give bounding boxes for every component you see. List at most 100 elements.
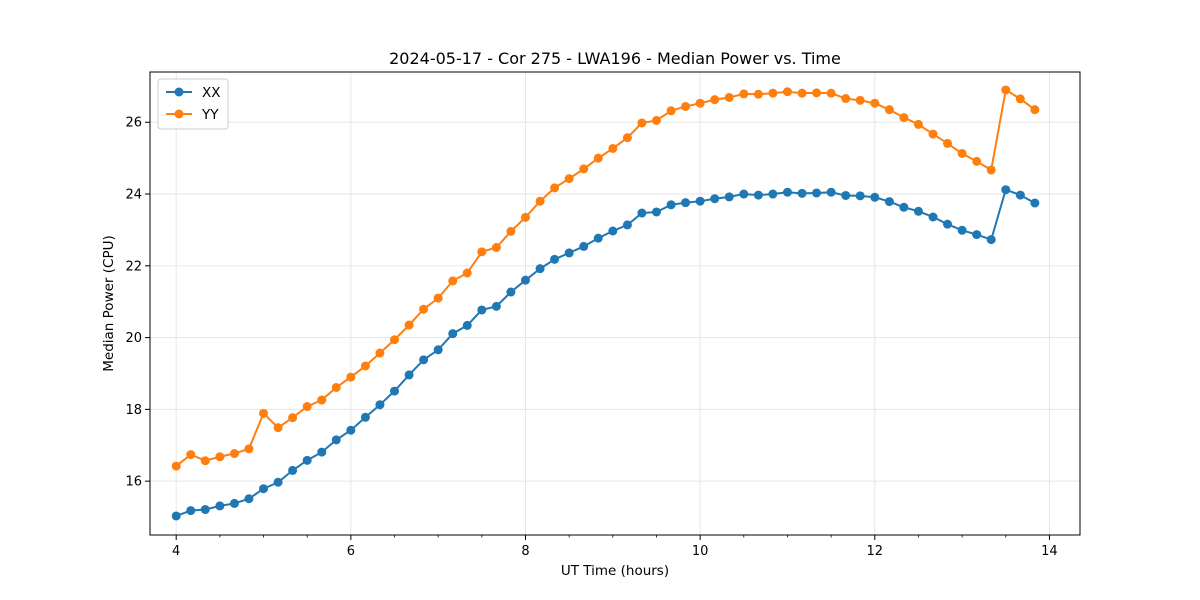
data-point-xx	[259, 484, 269, 494]
data-point-xx	[419, 355, 429, 365]
data-point-xx	[331, 435, 341, 445]
data-point-xx	[375, 400, 385, 410]
data-point-yy	[229, 449, 239, 459]
data-point-yy	[579, 164, 589, 174]
data-point-yy	[913, 119, 923, 129]
data-point-yy	[302, 402, 312, 412]
data-point-xx	[273, 477, 283, 487]
data-point-xx	[972, 230, 982, 240]
chart-title: 2024-05-17 - Cor 275 - LWA196 - Median P…	[389, 49, 841, 68]
data-point-xx	[390, 386, 400, 396]
data-point-yy	[608, 143, 618, 153]
data-point-xx	[448, 329, 458, 339]
data-point-yy	[433, 293, 443, 303]
data-point-xx	[1001, 185, 1011, 195]
data-point-xx	[360, 412, 370, 422]
data-point-xx	[462, 320, 472, 330]
data-point-yy	[666, 106, 676, 116]
legend: XX YY	[157, 78, 229, 130]
data-point-xx	[768, 189, 778, 199]
data-point-yy	[782, 87, 792, 97]
data-point-xx	[724, 192, 734, 202]
data-point-yy	[244, 444, 254, 454]
data-point-yy	[710, 95, 720, 105]
legend-marker-xx	[174, 87, 184, 97]
data-point-yy	[419, 304, 429, 314]
data-point-yy	[593, 153, 603, 163]
data-point-yy	[884, 105, 894, 115]
data-point-xx	[186, 506, 196, 516]
data-point-yy	[448, 276, 458, 286]
data-point-yy	[826, 88, 836, 98]
plot-frame	[149, 71, 1081, 536]
data-point-yy	[317, 395, 327, 405]
data-point-xx	[928, 212, 938, 222]
axis-ticks: 4 6 8 10 12 14 16 18 20 22 24 26	[125, 116, 1057, 559]
y-tick-label: 18	[125, 403, 142, 418]
data-point-xx	[695, 196, 705, 206]
data-point-xx	[681, 198, 691, 208]
data-point-yy	[651, 115, 661, 125]
data-point-yy	[928, 129, 938, 139]
data-point-xx	[622, 220, 632, 230]
legend-marker-yy	[174, 109, 184, 119]
y-tick-label: 16	[125, 475, 142, 490]
data-point-yy	[1015, 94, 1025, 104]
data-point-xx	[550, 254, 560, 264]
data-point-xx	[288, 465, 298, 475]
data-point-xx	[433, 345, 443, 355]
data-point-yy	[535, 196, 545, 206]
data-point-xx	[986, 235, 996, 245]
data-point-yy	[943, 138, 953, 148]
data-point-xx	[215, 501, 225, 511]
data-point-xx	[491, 301, 501, 311]
data-point-yy	[739, 89, 749, 99]
data-point-yy	[564, 174, 574, 184]
legend-label-xx: XX	[202, 85, 221, 101]
data-point-xx	[782, 187, 792, 197]
data-point-yy	[215, 452, 225, 462]
data-point-xx	[710, 194, 720, 204]
data-point-yy	[550, 183, 560, 193]
data-point-xx	[753, 190, 763, 200]
data-point-yy	[390, 335, 400, 345]
data-point-yy	[462, 268, 472, 278]
x-tick-label: 8	[521, 544, 529, 559]
y-tick-label: 26	[125, 116, 142, 131]
data-point-xx	[1015, 190, 1025, 200]
data-point-xx	[943, 219, 953, 229]
data-point-yy	[753, 89, 763, 99]
x-axis-label: UT Time (hours)	[561, 563, 669, 579]
data-point-yy	[870, 98, 880, 108]
data-point-yy	[404, 320, 414, 330]
data-point-yy	[622, 133, 632, 143]
data-point-yy	[331, 382, 341, 392]
data-point-xx	[579, 241, 589, 251]
data-point-xx	[535, 264, 545, 274]
data-point-yy	[375, 348, 385, 358]
x-tick-label: 14	[1041, 544, 1058, 559]
data-point-xx	[346, 425, 356, 435]
x-tick-label: 6	[347, 544, 355, 559]
data-point-yy	[957, 148, 967, 158]
data-point-yy	[360, 361, 370, 371]
data-point-xx	[870, 192, 880, 202]
data-point-yy	[1030, 105, 1040, 115]
data-point-yy	[171, 461, 181, 471]
data-point-yy	[288, 413, 298, 423]
data-point-xx	[812, 188, 822, 198]
data-point-yy	[855, 95, 865, 105]
data-point-yy	[273, 423, 283, 433]
data-point-xx	[593, 233, 603, 243]
data-point-yy	[899, 113, 909, 123]
data-point-xx	[477, 305, 487, 315]
data-point-xx	[564, 248, 574, 258]
data-point-xx	[899, 202, 909, 212]
data-point-yy	[841, 94, 851, 104]
data-point-yy	[681, 101, 691, 111]
data-point-xx	[200, 505, 210, 515]
data-point-xx	[913, 206, 923, 216]
data-point-yy	[695, 98, 705, 108]
data-point-xx	[404, 370, 414, 380]
data-point-xx	[797, 188, 807, 198]
